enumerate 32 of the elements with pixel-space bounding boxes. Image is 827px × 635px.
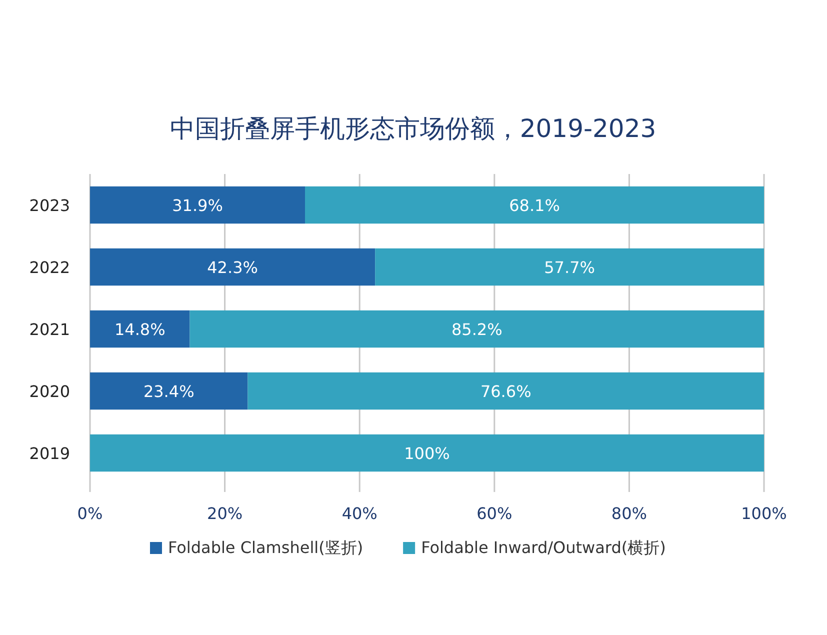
data-label: 42.3% (207, 258, 258, 277)
bar (190, 310, 764, 348)
y-tick-label: 2023 (29, 196, 70, 215)
bar (248, 372, 764, 410)
data-label: 14.8% (114, 320, 166, 339)
y-tick-label: 2021 (29, 320, 70, 339)
data-label: 23.4% (143, 382, 194, 401)
data-label: 68.1% (509, 196, 560, 215)
y-tick-label: 2019 (29, 444, 70, 463)
data-label: 100% (404, 444, 450, 463)
bar (305, 186, 764, 224)
data-label: 31.9% (172, 196, 223, 215)
legend-label: Foldable Inward/Outward(横折) (421, 538, 666, 557)
y-tick-label: 2022 (29, 258, 70, 277)
x-tick-label: 0% (77, 504, 103, 523)
data-label: 57.7% (544, 258, 595, 277)
y-tick-label: 2020 (29, 382, 70, 401)
data-label: 76.6% (480, 382, 532, 401)
bar (90, 310, 190, 348)
x-tick-label: 60% (476, 504, 512, 523)
x-tick-label: 80% (611, 504, 647, 523)
x-tick-label: 40% (342, 504, 378, 523)
data-label: 85.2% (451, 320, 502, 339)
bar (90, 372, 248, 410)
x-tick-label: 20% (207, 504, 243, 523)
x-tick-label: 100% (741, 504, 787, 523)
bar (375, 248, 764, 286)
bar (90, 434, 764, 472)
legend-label: Foldable Clamshell(竖折) (168, 538, 364, 557)
bar (90, 186, 306, 224)
bar (90, 248, 376, 286)
chart-title: 中国折叠屏手机形态市场份额，2019-2023 (170, 114, 656, 143)
